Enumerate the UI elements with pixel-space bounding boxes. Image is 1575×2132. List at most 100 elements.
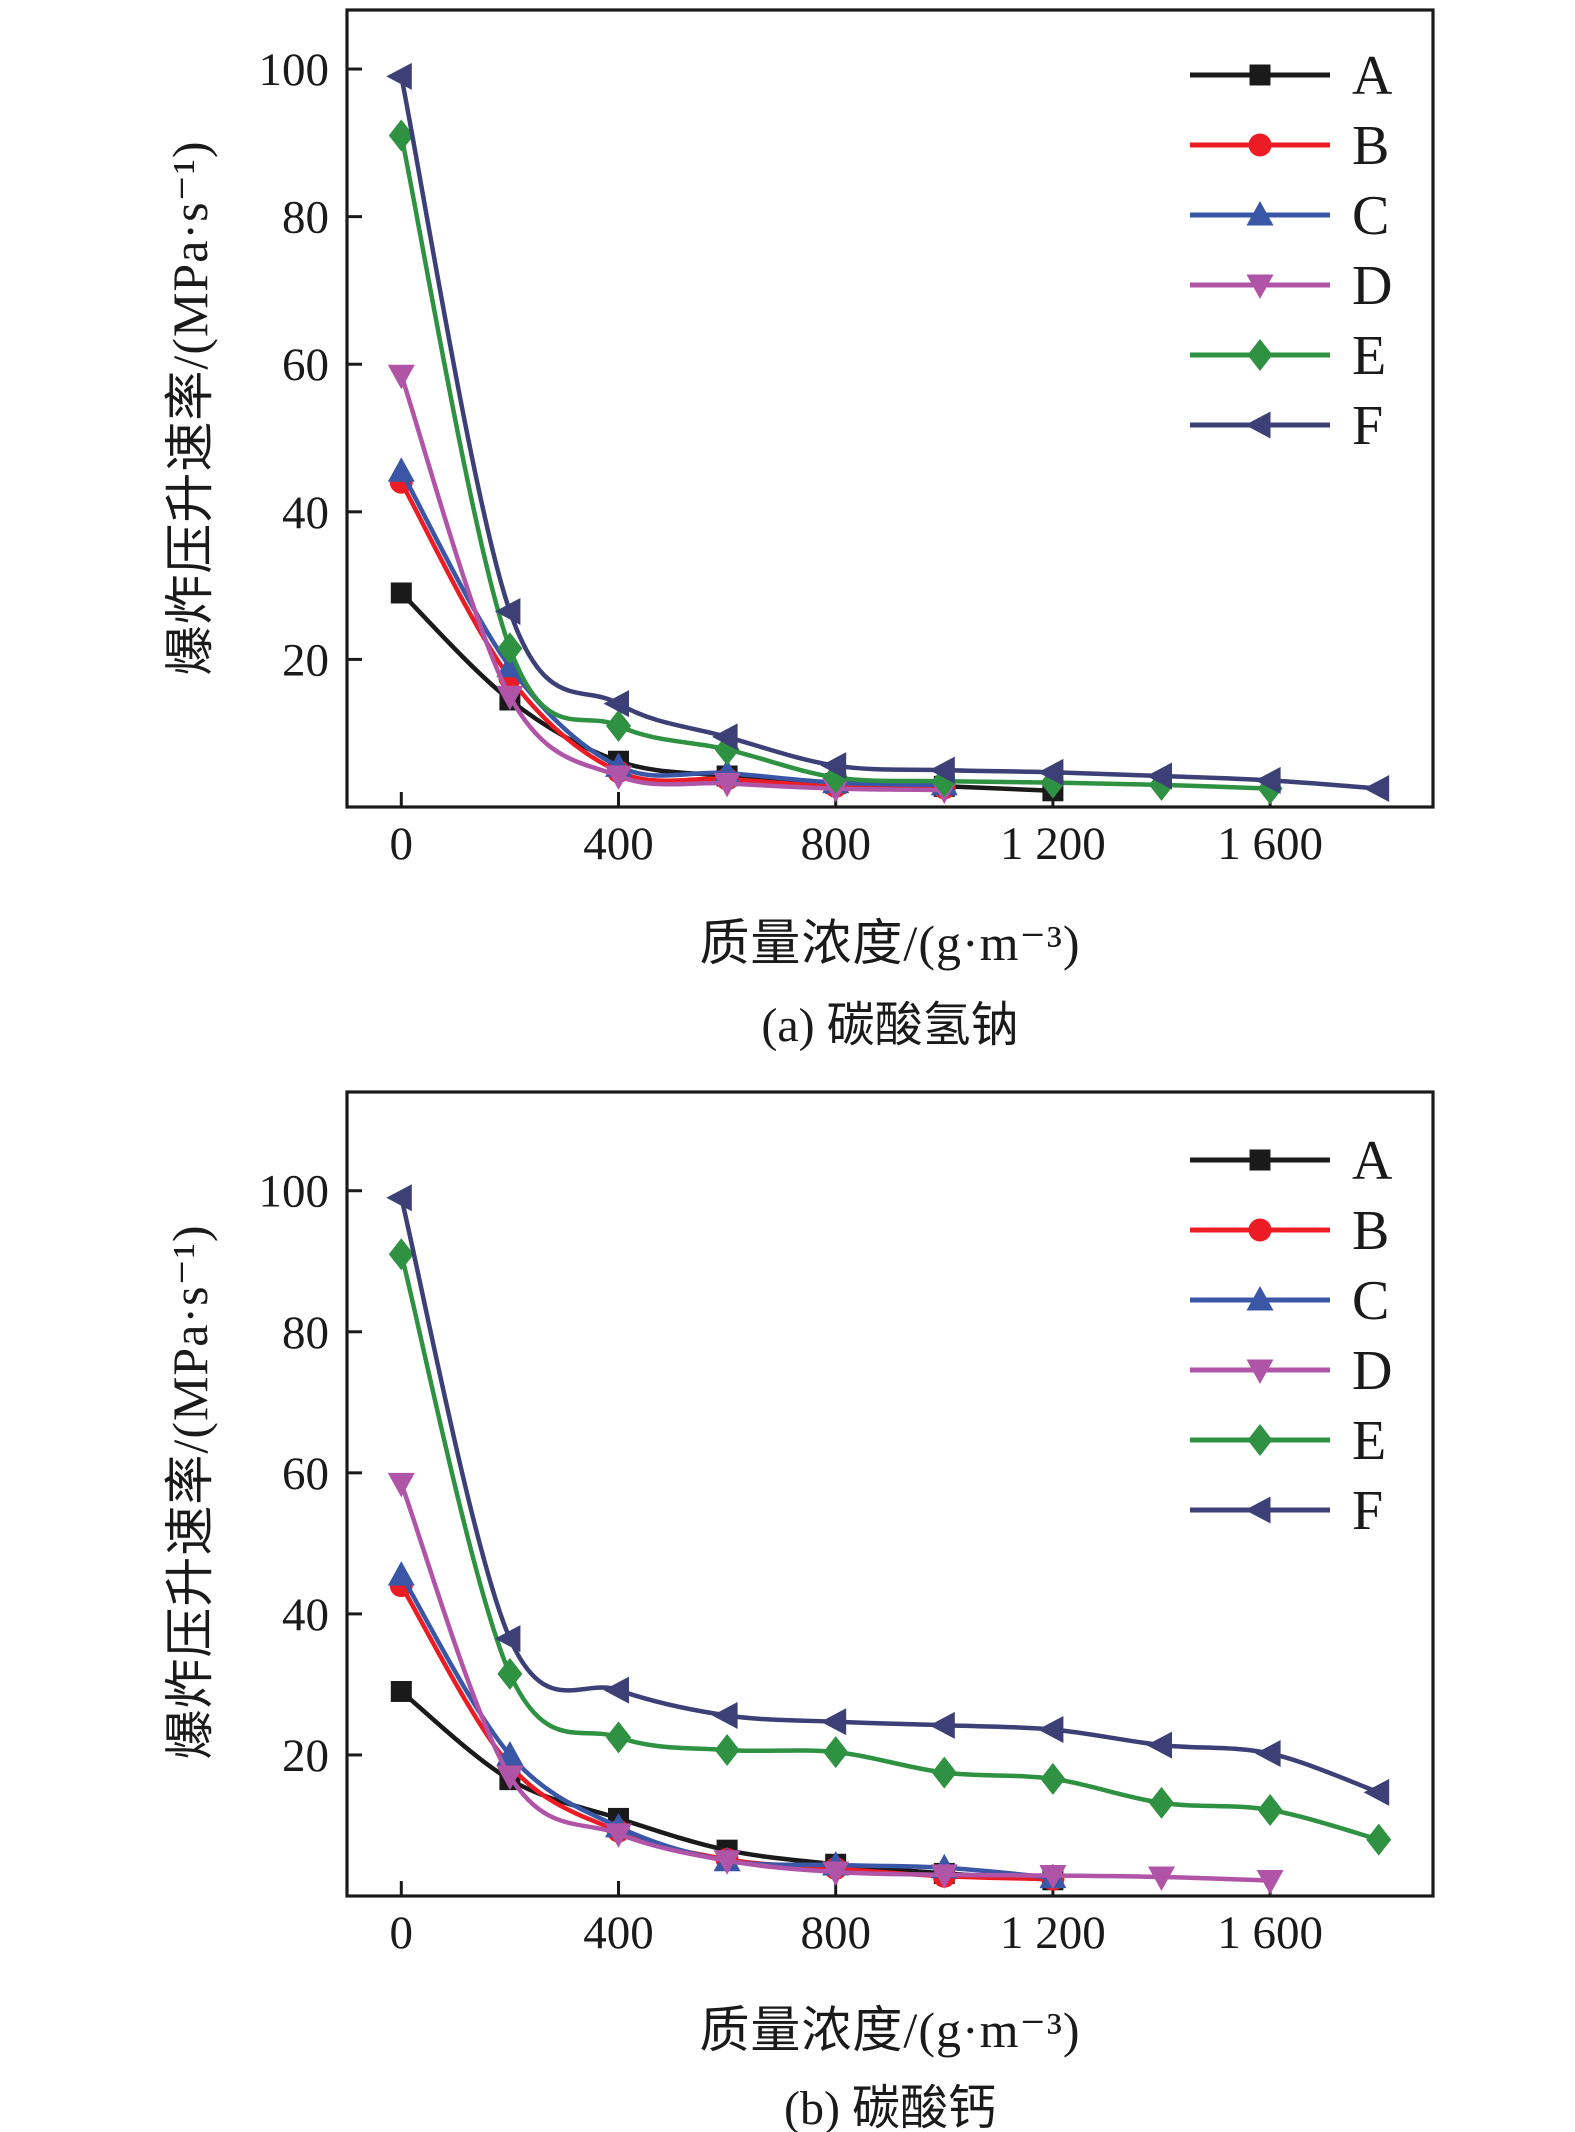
legend-F-marker-icon	[1245, 1496, 1271, 1524]
legend-F-label: F	[1352, 1480, 1383, 1542]
series-E-marker	[1149, 1786, 1174, 1819]
chart-a-x-axis-title: 质量浓度/(g·m⁻³)	[699, 915, 1081, 971]
series-D-marker	[496, 1765, 524, 1791]
series-F-marker	[712, 1701, 738, 1729]
series-D-marker	[1256, 1869, 1284, 1895]
legend-A-marker-icon	[1249, 1149, 1271, 1171]
legend-B-marker-icon	[1248, 133, 1272, 157]
series-D-marker	[713, 1850, 741, 1875]
legend-B-label: B	[1352, 115, 1389, 177]
y-tick-label: 80	[282, 1307, 329, 1359]
chart-a-plot-frame	[345, 8, 1435, 809]
series-E-marker	[388, 119, 414, 152]
series-E-marker	[497, 632, 523, 665]
series-E-line	[399, 133, 1273, 791]
legend-D-label: D	[1352, 255, 1392, 317]
x-tick-label: 1 600	[1217, 818, 1323, 870]
x-tick-label: 0	[390, 818, 414, 870]
chart-b-series-E	[388, 1238, 1392, 1856]
legend-item-F: F	[1190, 395, 1383, 457]
series-E-marker	[714, 1734, 740, 1767]
series-E-marker	[1366, 1823, 1392, 1856]
series-E-marker	[823, 1736, 849, 1769]
series-E-line	[399, 1251, 1381, 1842]
y-tick-label: 40	[282, 1589, 329, 1641]
legend-C-marker-icon	[1246, 201, 1274, 226]
series-F-marker	[1255, 1740, 1281, 1768]
series-F-marker	[820, 1708, 847, 1736]
legend-D-label: D	[1352, 1340, 1392, 1402]
chart-a-y-axis: 20 40 60 80 100	[259, 44, 362, 686]
x-tick-label: 0	[390, 1907, 414, 1959]
series-F-marker	[1146, 762, 1172, 790]
legend-B-marker-icon	[1248, 1218, 1272, 1242]
legend-item-B: B	[1190, 115, 1389, 177]
x-tick-label: 1 200	[1000, 818, 1106, 870]
series-F-marker	[712, 723, 738, 751]
chart-a-x-axis: 0 400 800 1 200 1 600	[390, 792, 1323, 870]
legend-item-D: D	[1190, 255, 1392, 317]
series-B-line	[399, 1583, 1056, 1882]
legend-A-label: A	[1352, 1130, 1393, 1192]
series-F-marker	[1037, 1716, 1064, 1744]
legend-item-C: C	[1190, 1270, 1389, 1332]
series-F-marker	[1255, 766, 1281, 794]
series-D-marker	[387, 364, 415, 390]
chart-b-x-axis: 0 400 800 1 200 1 600	[390, 1881, 1323, 1959]
series-D-marker	[713, 772, 741, 798]
y-tick-label: 40	[282, 487, 329, 539]
legend-E-marker-icon	[1247, 339, 1273, 371]
series-D-marker	[822, 1861, 850, 1887]
legend-A-label: A	[1352, 45, 1393, 107]
legend-E-marker-icon	[1247, 1424, 1273, 1456]
chart-b-series-F	[386, 1184, 1390, 1806]
series-F-marker	[1037, 758, 1064, 786]
series-A-marker	[390, 582, 412, 604]
series-F-line	[399, 74, 1381, 791]
chart-b-x-axis-title: 质量浓度/(g·m⁻³)	[699, 2002, 1081, 2058]
chart-b-plot-frame	[345, 1090, 1435, 1898]
series-F-marker	[494, 1625, 521, 1653]
x-tick-label: 400	[583, 818, 654, 870]
series-D-marker	[605, 1823, 632, 1848]
series-C-marker	[496, 652, 524, 678]
chart-b-caption: (b) 碳酸钙	[784, 2082, 996, 2132]
legend-C-label: C	[1352, 1270, 1389, 1332]
y-tick-label: 20	[282, 1730, 329, 1782]
legend-B-label: B	[1352, 1200, 1389, 1262]
series-F-marker	[1146, 1731, 1172, 1759]
legend-C-marker-icon	[1246, 1286, 1274, 1311]
series-D-marker	[387, 1472, 415, 1498]
series-F-marker	[1363, 1778, 1390, 1806]
series-F-line	[399, 1195, 1381, 1795]
series-A-marker	[390, 1680, 412, 1702]
legend-F-label: F	[1352, 395, 1383, 457]
series-C-marker	[387, 1561, 415, 1586]
series-F-marker	[929, 1711, 955, 1739]
legend-item-E: E	[1190, 325, 1386, 387]
series-E-marker	[1257, 1793, 1283, 1826]
series-E-marker	[931, 1756, 957, 1789]
series-F-marker	[929, 756, 955, 784]
series-D-marker	[605, 765, 632, 791]
series-F-marker	[386, 62, 412, 90]
x-tick-label: 1 200	[1000, 1907, 1106, 1959]
chart-b-series-D	[387, 1472, 1284, 1895]
series-D-marker	[496, 685, 524, 711]
series-F-marker	[1363, 775, 1390, 803]
legend-E-label: E	[1352, 325, 1386, 387]
series-F-marker	[603, 690, 629, 718]
series-F-marker	[494, 597, 521, 625]
chart-a-caption: (a) 碳酸氢钠	[761, 999, 1019, 1052]
x-tick-label: 1 600	[1217, 1907, 1323, 1959]
legend-E-label: E	[1352, 1410, 1386, 1472]
chart-a-series-E	[388, 119, 1283, 805]
series-D-marker	[1148, 1866, 1175, 1891]
chart-b-y-axis: 20 40 60 80 100	[259, 1166, 362, 1782]
y-tick-label: 20	[282, 634, 329, 686]
